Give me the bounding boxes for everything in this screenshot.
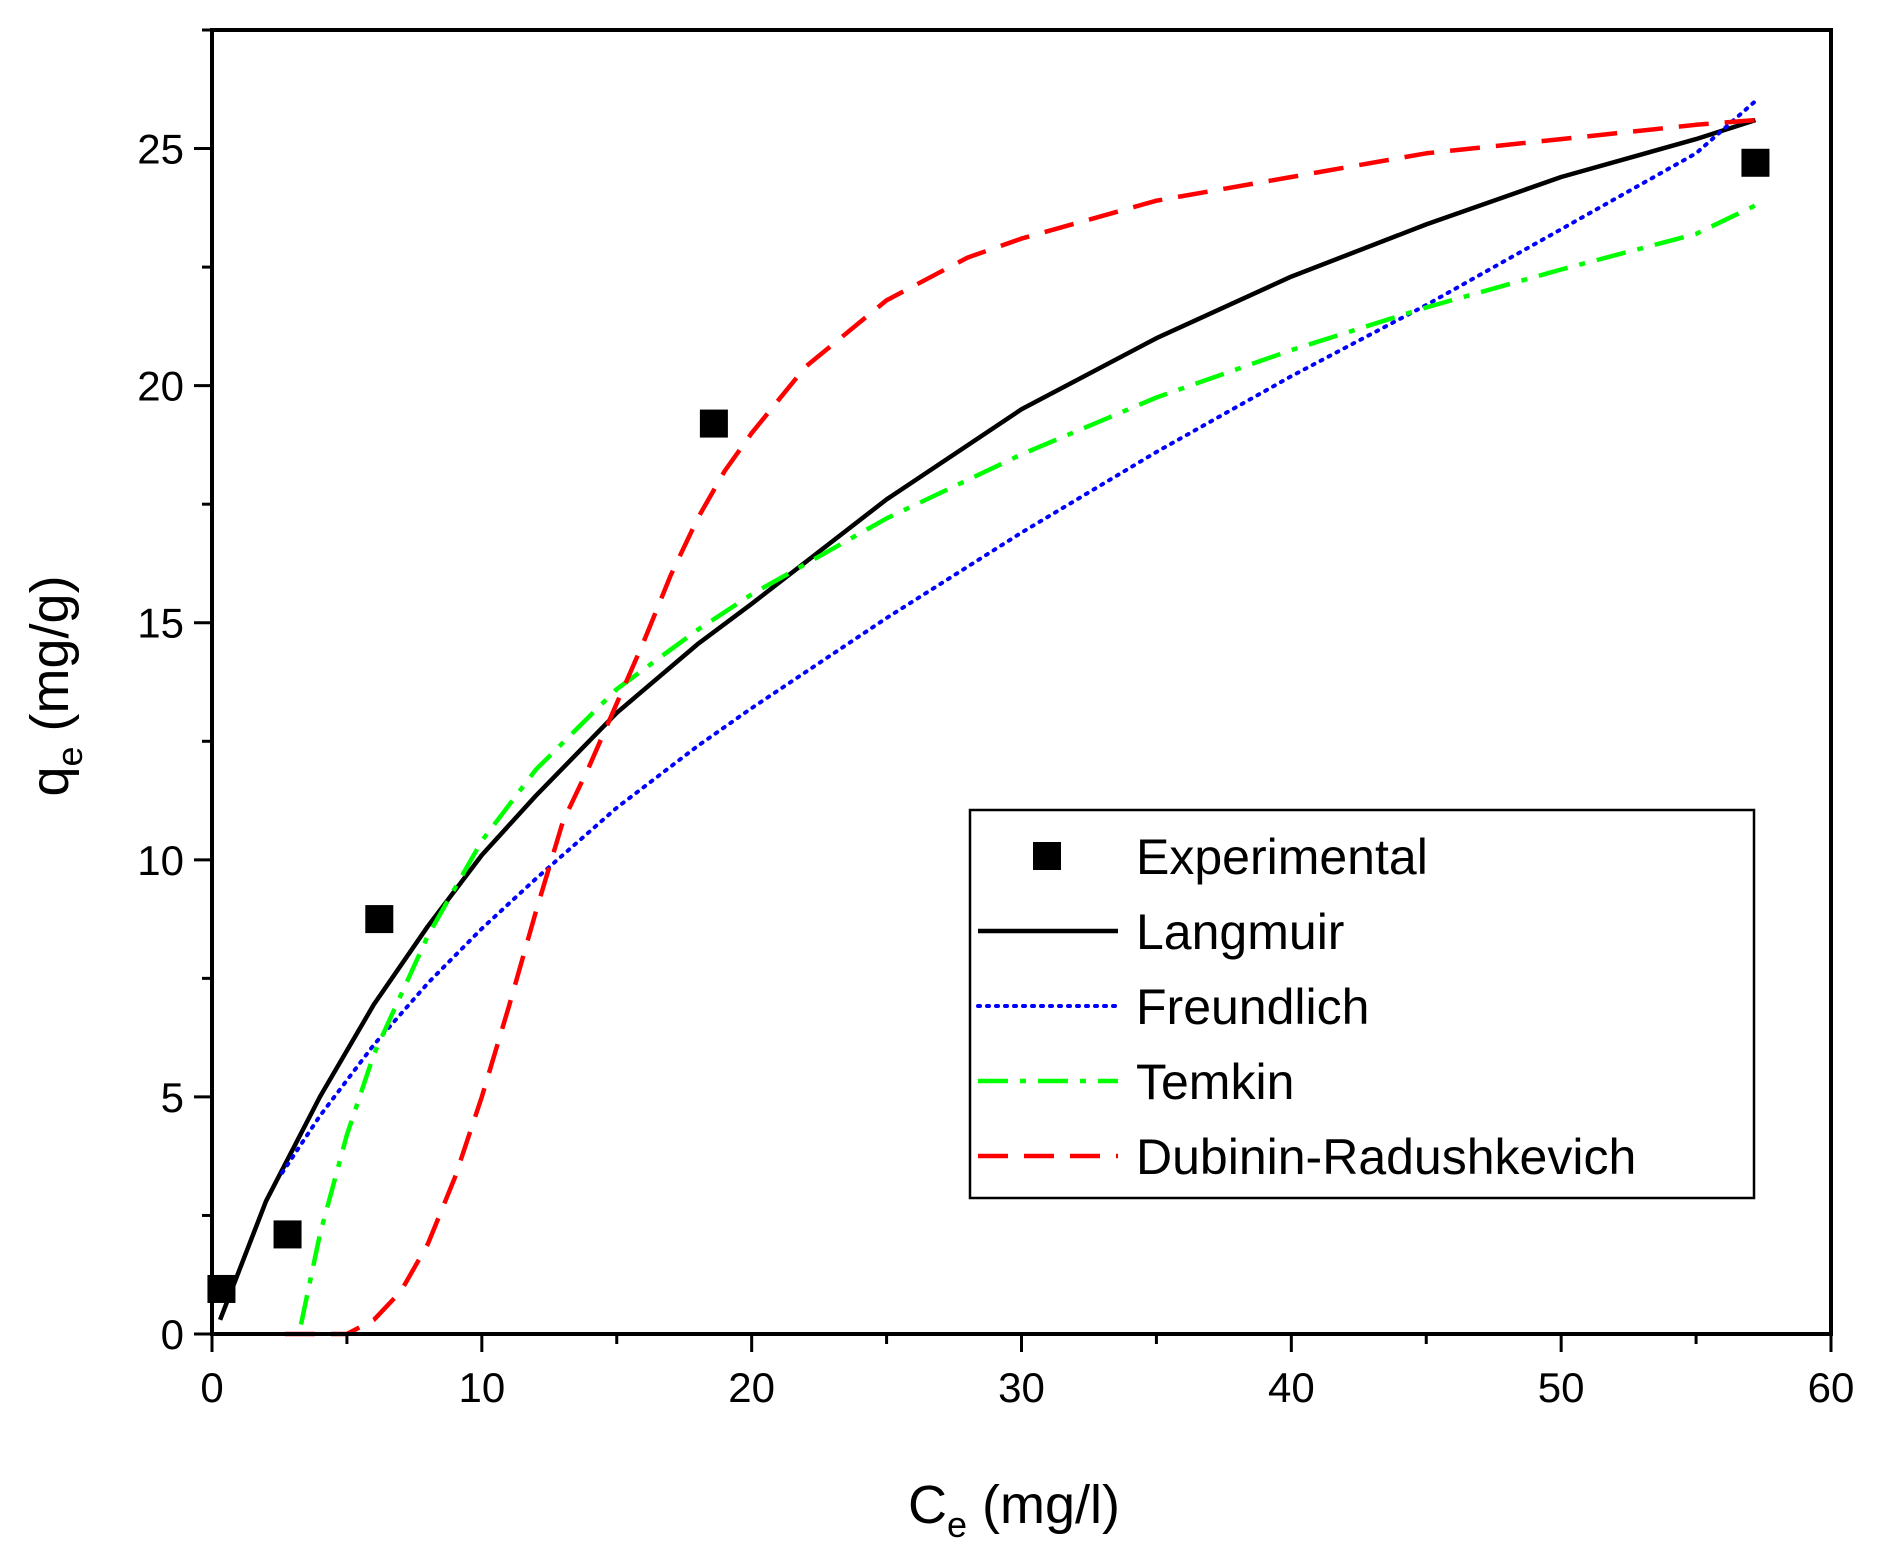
y-axis-title-rest: (mg/g) <box>20 575 80 746</box>
y-tick-label: 5 <box>161 1074 184 1121</box>
y-tick-label: 10 <box>137 837 184 884</box>
series-line-dubinin-radushkevich <box>284 117 1756 1337</box>
series-layer <box>207 99 1770 1337</box>
legend-label: Freundlich <box>1136 979 1369 1035</box>
legend-marker-experimental <box>1033 842 1061 870</box>
series-line-langmuir <box>218 117 1757 1321</box>
y-tick-label: 15 <box>137 600 184 647</box>
x-tick-label: 60 <box>1808 1364 1855 1411</box>
series-line-temkin <box>298 203 1757 1325</box>
legend-items: Experimental Langmuir Freundlich Temkin Dubi… <box>976 829 1636 1185</box>
y-axis-title: qe (mg/g) <box>20 575 90 796</box>
legend-label: Temkin <box>1136 1054 1294 1110</box>
x-axis-title-rest: (mg/l) <box>967 1475 1120 1535</box>
x-tick-label: 50 <box>1538 1364 1585 1411</box>
x-tick-label: 20 <box>728 1364 775 1411</box>
x-tick-label: 30 <box>998 1364 1045 1411</box>
legend-box <box>968 808 1756 1200</box>
legend-label: Langmuir <box>1136 904 1344 960</box>
legend: Experimental Langmuir Freundlich Temkin Dubi… <box>968 808 1756 1200</box>
y-axis-title-main: q <box>20 767 80 797</box>
legend-label: Dubinin-Radushkevich <box>1136 1129 1636 1185</box>
x-axis-title: Ce (mg/l) <box>908 1475 1120 1545</box>
experimental-point <box>1741 148 1770 177</box>
y-tick-label: 25 <box>137 126 184 173</box>
experimental-point <box>699 409 728 438</box>
y-tick-label: 0 <box>161 1311 184 1358</box>
x-tick-label: 40 <box>1268 1364 1315 1411</box>
x-axis-title-sub: e <box>947 1504 967 1545</box>
x-tick-label: 10 <box>458 1364 505 1411</box>
experimental-point <box>273 1220 302 1249</box>
x-tick-label: 0 <box>200 1364 223 1411</box>
x-axis-title-main: C <box>908 1475 947 1535</box>
y-axis-title-sub: e <box>49 746 90 766</box>
series-line-freundlich <box>280 99 1758 1175</box>
y-tick-label: 20 <box>137 363 184 410</box>
axis-ticks: 0 10 20 30 40 50 60 0 5 10 15 20 25 <box>137 28 1855 1411</box>
experimental-point <box>365 905 394 934</box>
legend-label: Experimental <box>1136 829 1428 885</box>
